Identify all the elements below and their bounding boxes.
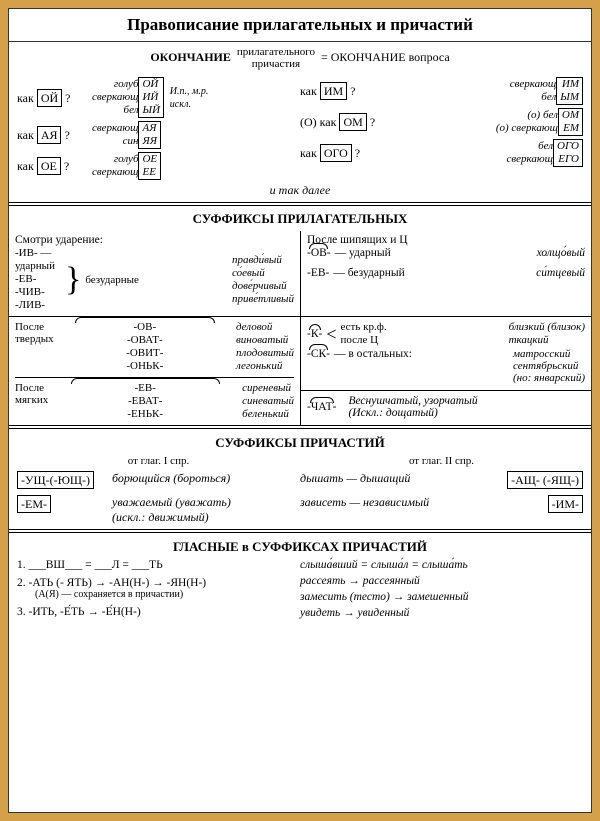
section-vowels: ГЛАСНЫЕ в СУФФИКСАХ ПРИЧАСТИЙ 1. ___ВШ__… [9, 533, 591, 623]
ex-em: уважаемый (уважать) (искл.: движимый) [112, 495, 300, 525]
section-part-suffixes: СУФФИКСЫ ПРИЧАСТИЙ от глаг. I спр. от гл… [9, 429, 591, 533]
suffix-asch: -АЩ- (-ЯЩ-) [507, 471, 583, 489]
sec2-head: СУФФИКСЫ ПРИЛАГАТЕЛЬНЫХ [9, 208, 591, 227]
sec4-head: ГЛАСНЫЕ в СУФФИКСАХ ПРИЧАСТИЙ [17, 539, 583, 555]
rule-2-note: (А(Я) — сохраняется в причастии) [17, 589, 300, 600]
ex-asch: дышать — дышащий [300, 471, 488, 489]
section-endings: ОКОНЧАНИЕ прилагательного причастия = ОК… [9, 42, 591, 206]
suffix-em: -ЕМ- [17, 495, 51, 513]
sec3-sub1: от глаг. I спр. [17, 455, 300, 467]
sec1-sub: ОКОНЧАНИЕ прилагательного причастия = ОК… [17, 46, 583, 70]
rule-1: 1. ___ВШ___ = ___Л = ___ТЬ [17, 559, 300, 571]
suffix-im: -ИМ- [548, 495, 583, 513]
ex-r2: рассеять → рассеянный [300, 575, 583, 587]
cell-chat: -ЧАТ- Веснушчатый, узорчатый (Искл.: дощ… [300, 391, 591, 425]
sec3-head: СУФФИКСЫ ПРИЧАСТИЙ [17, 435, 583, 451]
ex-r1: слыша́вший = слыша́л = слыша́ть [300, 559, 583, 571]
ex-usch: борющийся (бороться) [112, 471, 300, 489]
ex-r4: увидеть → увиденный [300, 607, 583, 619]
rule-3: 3. -ИТЬ, -Е́ТЬ → -Е́Н(Н-) [17, 606, 300, 618]
sec1-tail: и так далее [17, 183, 583, 198]
ex-im: зависеть — независимый [300, 495, 488, 510]
suffix-usch: -УЩ-(-ЮЩ-) [17, 471, 94, 489]
rule-2: 2. -АТЬ (- ЯТЬ) → -АН(Н-) → -ЯН(Н-) [17, 577, 300, 589]
cell-hard-soft: После твердых -ОВ--ОВАТ--ОВИТ--ОНЬК- дел… [9, 317, 300, 425]
cell-hiss: После шипящих и Ц -ОВ- — ударный холщо́в… [300, 231, 591, 317]
page-title: Правописание прилагательных и причастий [9, 9, 591, 42]
sec3-sub2: от глаг. II спр. [300, 455, 583, 467]
section-adj-suffixes: СУФФИКСЫ ПРИЛАГАТЕЛЬНЫХ Смотри ударение:… [9, 208, 591, 429]
ex-r3: замесить (тесто) → замешенный [300, 591, 583, 603]
cell-stress: Смотри ударение: -ИВ- — ударный -ЕВ- -ЧИ… [9, 231, 300, 317]
cell-k-sk: -К- < есть кр.ф.после Ц близкий (близок)… [300, 317, 591, 391]
